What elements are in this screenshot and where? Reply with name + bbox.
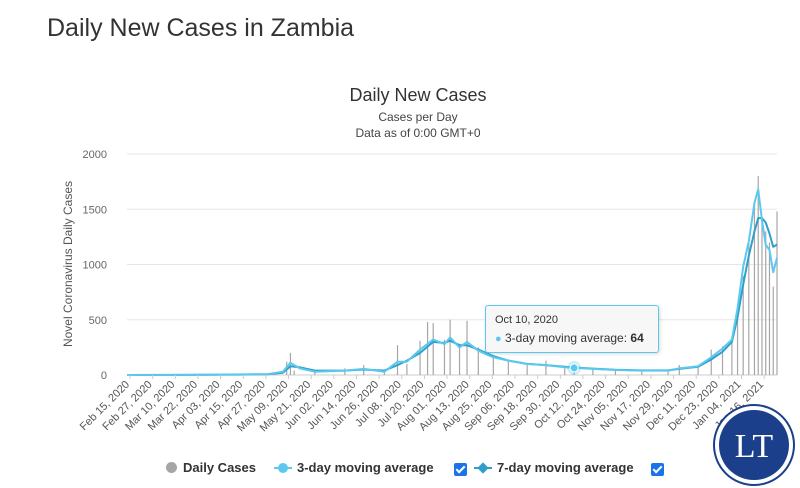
bar xyxy=(768,242,771,375)
bar xyxy=(507,359,509,375)
bar xyxy=(314,371,316,375)
legend-item-3day[interactable]: 3-day moving average xyxy=(274,460,434,475)
tooltip-row: ● 3-day moving average: 64 xyxy=(495,331,644,345)
checkbox-3day[interactable] xyxy=(454,463,467,476)
bar xyxy=(564,368,566,375)
bar xyxy=(761,220,763,375)
tooltip-series-dot: ● xyxy=(495,333,502,345)
tooltip-label: 3-day moving average: xyxy=(505,331,631,345)
bar xyxy=(641,370,643,375)
tooltip-value: 64 xyxy=(630,331,644,345)
daily-cases-bars xyxy=(186,176,778,376)
bar xyxy=(765,231,767,375)
bar xyxy=(492,355,494,375)
bar xyxy=(710,349,712,375)
bar xyxy=(293,370,295,375)
bar xyxy=(396,345,399,375)
bar xyxy=(721,346,724,375)
bar xyxy=(731,341,733,375)
chart-tooltip: Oct 10, 2020 ● 3-day moving average: 64 xyxy=(485,305,659,353)
bar xyxy=(545,360,547,375)
y-axis-ticks: 0 500 1000 1500 2000 xyxy=(83,149,107,382)
bar xyxy=(477,347,479,375)
legend-7day-icon xyxy=(474,462,492,474)
chart-subtitle-date: Data as of 0:00 GMT+0 xyxy=(355,126,480,140)
series-line xyxy=(126,188,778,376)
logo-inner-circle xyxy=(719,410,789,480)
bar xyxy=(697,366,699,375)
bar xyxy=(614,369,617,375)
y-tick-label: 500 xyxy=(89,315,107,327)
bar xyxy=(458,344,461,375)
chart-subtitle: Cases per Day xyxy=(378,110,457,124)
bar xyxy=(748,242,750,375)
logo-text: LT xyxy=(735,428,774,465)
lt-logo: LT xyxy=(713,404,795,486)
legend-3day-icon xyxy=(274,462,292,474)
checkbox-7day[interactable] xyxy=(651,463,664,476)
bar xyxy=(592,368,594,375)
bar xyxy=(419,340,421,375)
legend-3day-label: 3-day moving average xyxy=(297,460,434,475)
bar xyxy=(466,320,468,375)
bar xyxy=(772,286,774,375)
legend-7day-label: 7-day moving average xyxy=(497,460,634,475)
legend-item-daily-cases[interactable]: Daily Cases xyxy=(166,460,256,475)
bar xyxy=(344,368,346,375)
legend-daily-cases-icon xyxy=(166,462,177,473)
bar xyxy=(742,275,744,375)
chart-title: Daily New Cases xyxy=(349,85,486,105)
bar xyxy=(753,204,756,375)
bar xyxy=(736,318,739,375)
y-axis-label: Novel Coronavirus Daily Cases xyxy=(61,181,75,347)
series-line xyxy=(126,217,778,376)
bar xyxy=(678,365,680,375)
tooltip-date: Oct 10, 2020 xyxy=(495,314,558,326)
bar xyxy=(757,176,759,375)
y-tick-label: 0 xyxy=(101,370,107,382)
legend-daily-cases-label: Daily Cases xyxy=(183,460,256,475)
bar xyxy=(776,211,778,375)
y-tick-label: 1500 xyxy=(83,204,107,216)
bar xyxy=(526,365,528,375)
y-tick-label: 1000 xyxy=(83,260,107,272)
moving-average-lines xyxy=(126,188,778,376)
bar xyxy=(426,321,429,375)
bar xyxy=(449,319,451,375)
chart-legend: Daily Cases 3-day moving average 7-day m… xyxy=(0,455,800,483)
bar xyxy=(406,363,408,375)
tooltip-marker xyxy=(567,360,582,375)
hover-point xyxy=(569,363,579,373)
page-title: Daily New Cases in Zambia xyxy=(47,14,355,42)
legend-item-7day[interactable]: 7-day moving average xyxy=(474,460,634,475)
bar xyxy=(432,323,434,375)
bar xyxy=(443,339,446,375)
bar xyxy=(667,370,669,375)
y-tick-label: 2000 xyxy=(83,149,107,161)
